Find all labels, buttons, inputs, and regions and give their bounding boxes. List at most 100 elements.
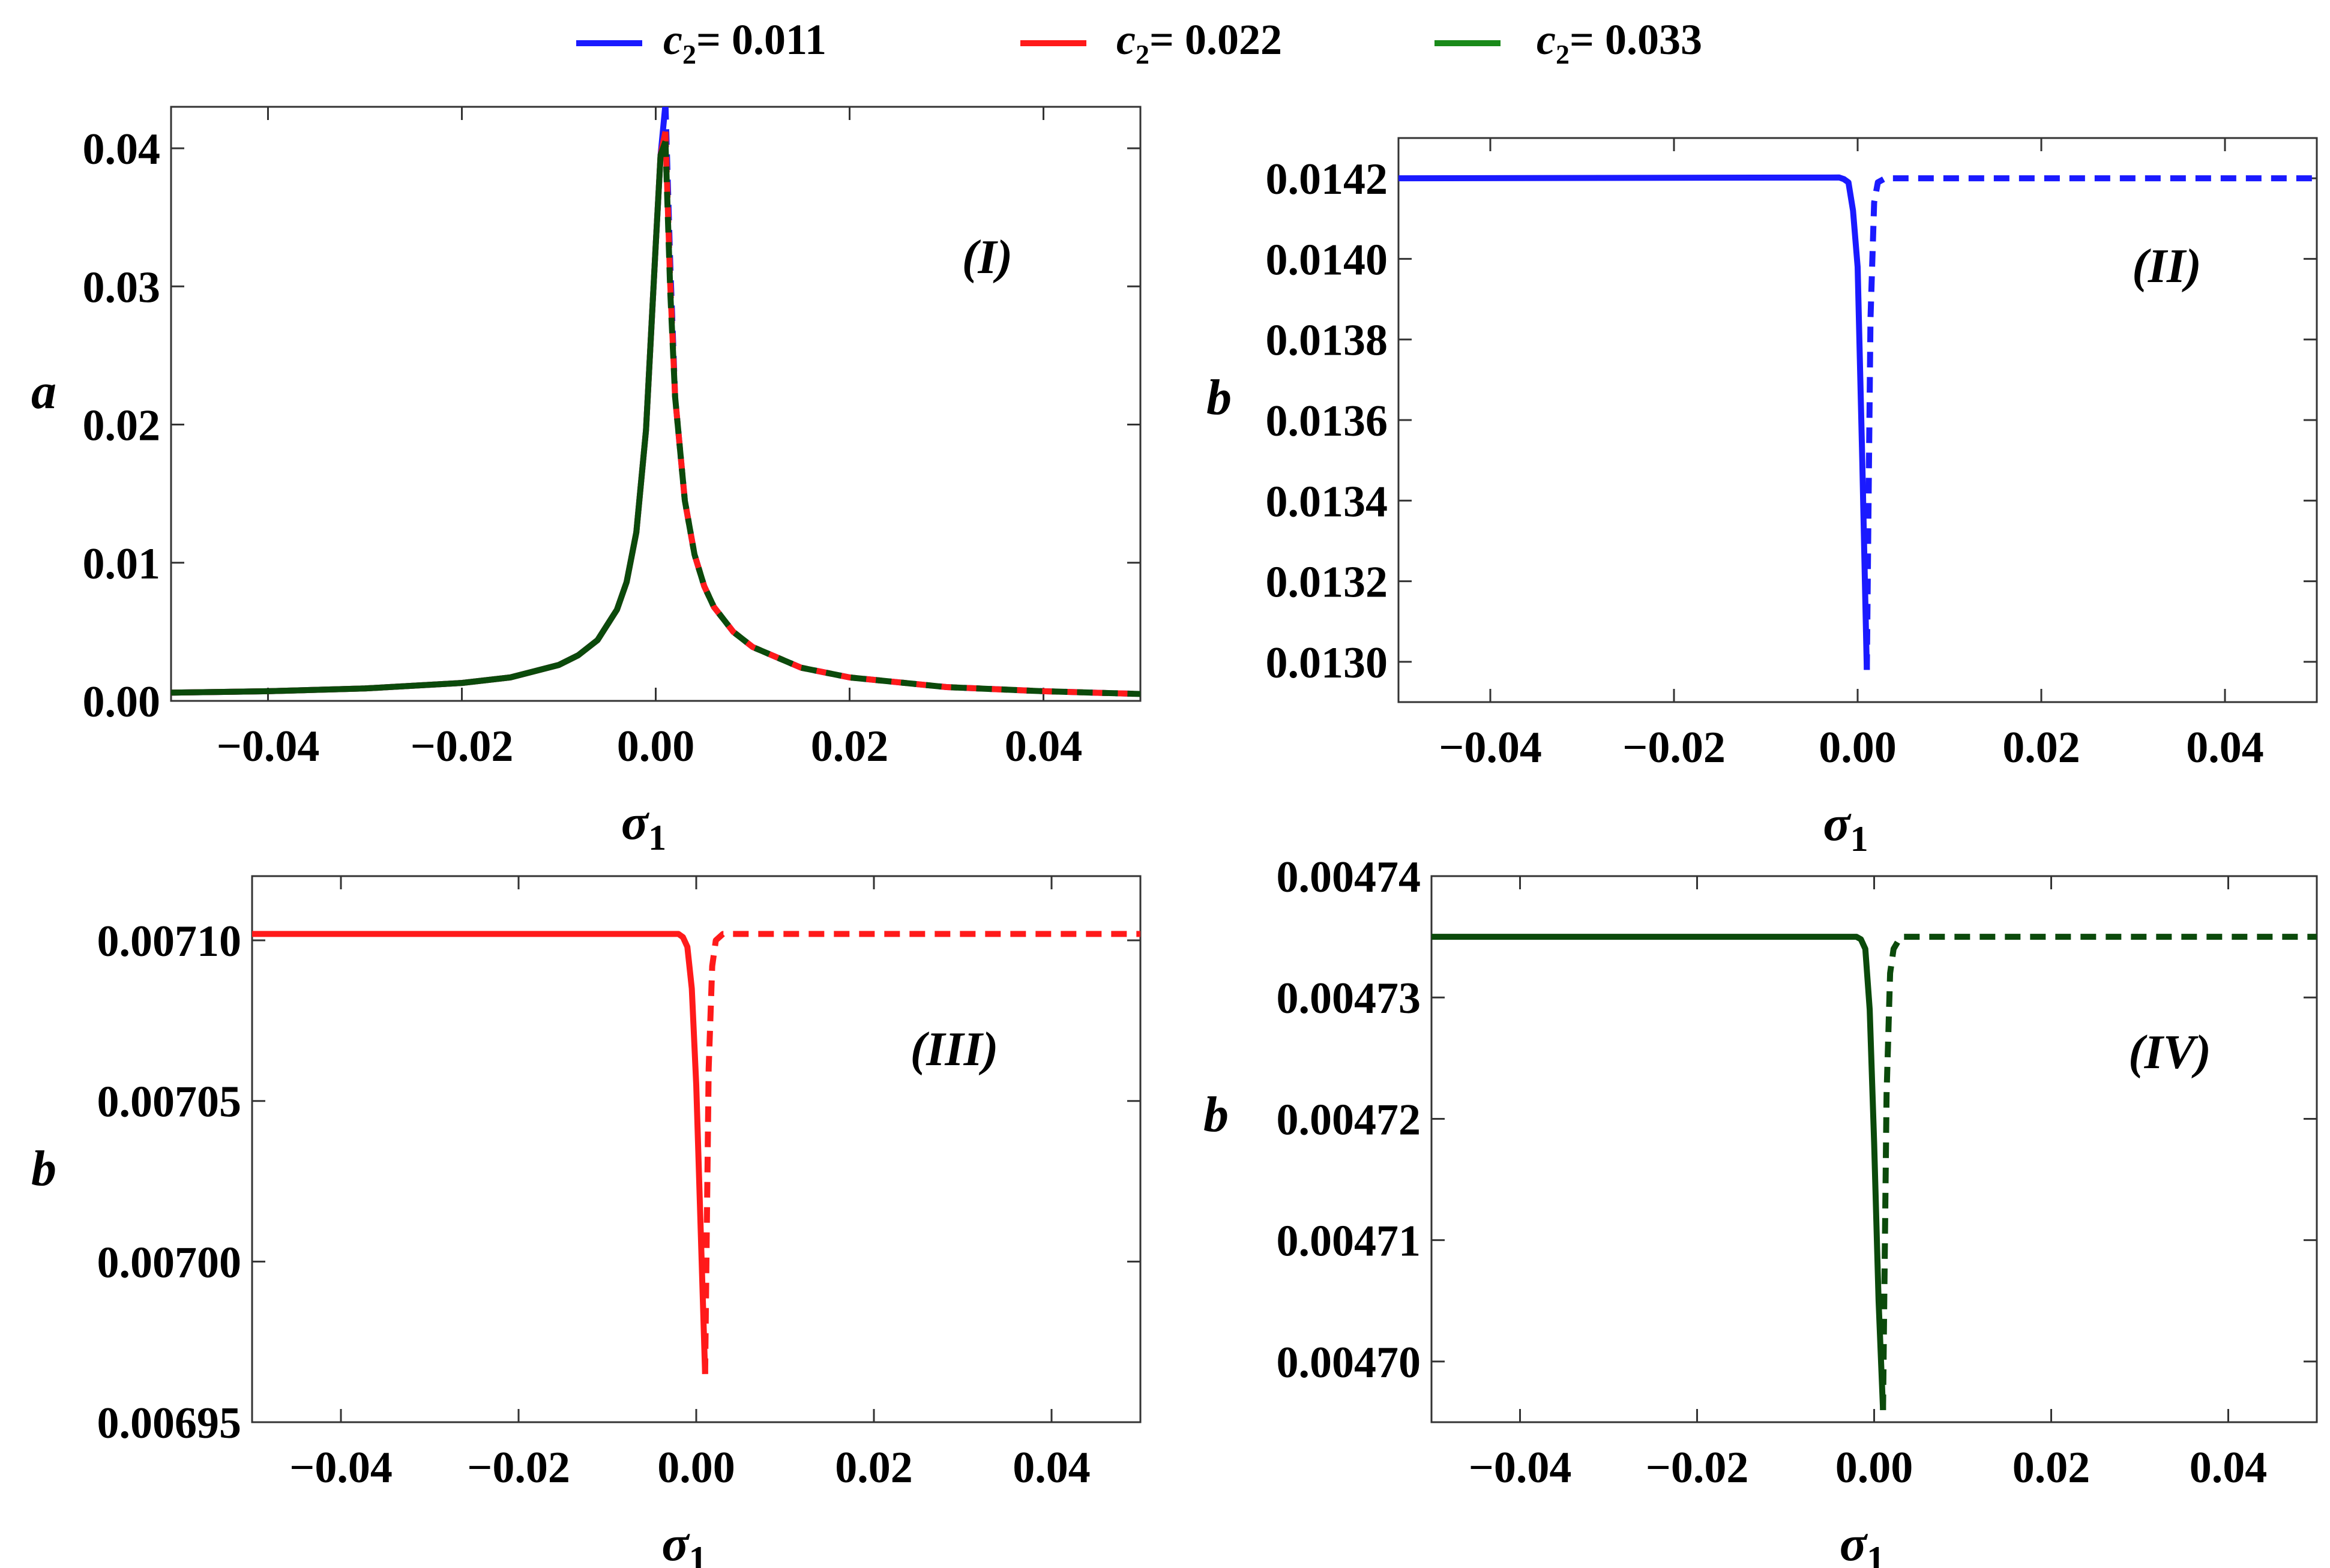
- panel-1: −0.04 −0.02 0.00 0.02 0.04 0.00 0.01 0.02 0.03 0.…: [31, 106, 1142, 858]
- y-axis-label: b: [1203, 1087, 1229, 1143]
- legend-sub-3: 2: [1556, 39, 1570, 70]
- x-tick-label: 0.00: [1835, 1443, 1913, 1492]
- y-tick-label: 0.00695: [97, 1399, 242, 1448]
- series-2-solid: [171, 131, 669, 696]
- x-tick-label: 0.04: [1013, 1443, 1091, 1492]
- x-axis-label: σ1: [1823, 796, 1868, 859]
- x-tick-label: −0.02: [1646, 1443, 1749, 1492]
- plot-frame: [1397, 137, 2318, 703]
- y-tick-label: 0.00700: [97, 1238, 242, 1287]
- legend-item-1: c2= 0.011: [576, 16, 826, 70]
- x-axis-label: σ1: [661, 1516, 706, 1568]
- legend-text-2: = 0.022: [1149, 16, 1282, 64]
- legend-item-3: c2= 0.033: [1434, 16, 1702, 70]
- legend-sub-1: 2: [682, 39, 696, 70]
- y-tick-label: 0.0136: [1266, 397, 1388, 446]
- panel-tag: (II): [2132, 240, 2202, 293]
- panel-2: −0.04 −0.02 0.00 0.02 0.04 0.0130 0.0132 0.0134…: [1206, 137, 2318, 859]
- series-dashed: [702, 931, 1140, 1374]
- x-axis-label-sub: 1: [1850, 819, 1868, 859]
- legend-label-2: c2= 0.022: [1116, 16, 1282, 70]
- x-tick-label: 0.04: [2190, 1443, 2268, 1492]
- legend-prefix-2: c: [1116, 16, 1136, 64]
- x-tick-label: 0.02: [2002, 723, 2080, 772]
- series-3-solid: [171, 140, 669, 696]
- x-axis-label: σ1: [1840, 1516, 1885, 1568]
- y-tick-label: 0.00472: [1277, 1095, 1421, 1144]
- panel-tag: (III): [911, 1023, 999, 1076]
- panel-tag: (IV): [2128, 1026, 2211, 1079]
- panel-4: −0.04 −0.02 0.00 0.02 0.04 0.00470 0.00471 0.00…: [1203, 853, 2318, 1568]
- x-tick-label: 0.02: [811, 722, 889, 771]
- x-axis-label-sub: 1: [689, 1539, 707, 1568]
- y-axis-label: b: [31, 1141, 56, 1197]
- series-solid: [1398, 174, 1870, 670]
- x-tick-label: −0.04: [217, 722, 320, 771]
- y-tick-label: 0.0140: [1266, 235, 1388, 284]
- x-axis-label: σ1: [621, 795, 666, 858]
- plot-area: [252, 931, 1140, 1374]
- x-axis-label-main: σ: [1840, 1516, 1868, 1568]
- panel-tag: (I): [962, 231, 1013, 284]
- x-axis-label-main: σ: [621, 795, 650, 850]
- y-tick-label: 0.0138: [1266, 316, 1388, 365]
- series-solid: [1431, 934, 1886, 1411]
- y-tick-label: 0.00474: [1277, 853, 1421, 902]
- series-solid: [252, 931, 708, 1374]
- y-tick-label: 0.02: [83, 401, 161, 451]
- x-tick-label: −0.04: [1439, 723, 1542, 772]
- series-1-dashed: [662, 107, 1140, 697]
- x-axis-label-main: σ: [1823, 796, 1852, 852]
- x-tick-label: 0.00: [1819, 723, 1897, 772]
- y-tick-label: 0.01: [83, 539, 161, 589]
- x-axis-label-main: σ: [661, 1516, 690, 1568]
- y-tick-label: 0.0134: [1266, 477, 1388, 526]
- x-tick-label: 0.04: [2186, 723, 2264, 772]
- panel-3: −0.04 −0.02 0.00 0.02 0.04 0.00695 0.00700 0.00…: [31, 875, 1142, 1568]
- panels: −0.04 −0.02 0.00 0.02 0.04 0.00 0.01 0.02 0.03 0.…: [31, 106, 2318, 1568]
- x-tick-label: 0.00: [617, 722, 695, 771]
- legend-sub-2: 2: [1136, 39, 1149, 70]
- x-tick-label: −0.02: [1622, 723, 1726, 772]
- y-tick-label: 0.00470: [1277, 1338, 1421, 1387]
- y-axis-label: a: [31, 364, 56, 419]
- y-tick-label: 0.03: [83, 263, 161, 312]
- x-tick-label: 0.02: [2012, 1443, 2091, 1492]
- y-axis-label: b: [1206, 370, 1232, 425]
- x-axis-label-sub: 1: [648, 818, 666, 858]
- y-tick-label: 0.0142: [1266, 155, 1388, 204]
- plot-area: [171, 107, 1140, 697]
- legend-label-3: c2= 0.033: [1537, 16, 1702, 70]
- series-3-dashed: [662, 141, 1140, 697]
- x-tick-label: −0.04: [289, 1443, 393, 1492]
- series-1-solid: [171, 107, 669, 696]
- legend-item-2: c2= 0.022: [1020, 16, 1282, 70]
- series-dashed: [1864, 175, 2317, 670]
- x-tick-label: −0.04: [1469, 1443, 1572, 1492]
- plot-area: [1431, 934, 2317, 1411]
- y-tick-label: 0.04: [83, 125, 161, 174]
- x-axis-label-sub: 1: [1867, 1539, 1885, 1568]
- x-tick-label: 0.04: [1005, 722, 1083, 771]
- legend: c2= 0.011 c2= 0.022 c2= 0.033: [576, 16, 1702, 70]
- legend-prefix-3: c: [1537, 16, 1556, 64]
- y-tick-label: 0.00710: [97, 917, 242, 966]
- legend-text-3: = 0.033: [1570, 16, 1702, 64]
- x-tick-label: −0.02: [467, 1443, 570, 1492]
- legend-label-1: c2= 0.011: [663, 16, 826, 70]
- y-tick-label: 0.00: [83, 677, 161, 727]
- x-tick-label: −0.02: [411, 722, 514, 771]
- series-dashed: [1880, 934, 2317, 1410]
- y-tick-label: 0.00473: [1277, 974, 1421, 1023]
- y-tick-label: 0.00471: [1277, 1217, 1421, 1266]
- series-2-dashed: [662, 131, 1140, 697]
- y-tick-label: 0.0130: [1266, 638, 1388, 688]
- x-tick-label: 0.02: [835, 1443, 913, 1492]
- legend-prefix-1: c: [663, 16, 682, 64]
- x-tick-label: 0.00: [657, 1443, 735, 1492]
- y-tick-label: 0.00705: [97, 1078, 242, 1127]
- plot-area: [1398, 174, 2317, 670]
- legend-text-1: = 0.011: [696, 16, 826, 64]
- y-tick-label: 0.0132: [1266, 558, 1388, 607]
